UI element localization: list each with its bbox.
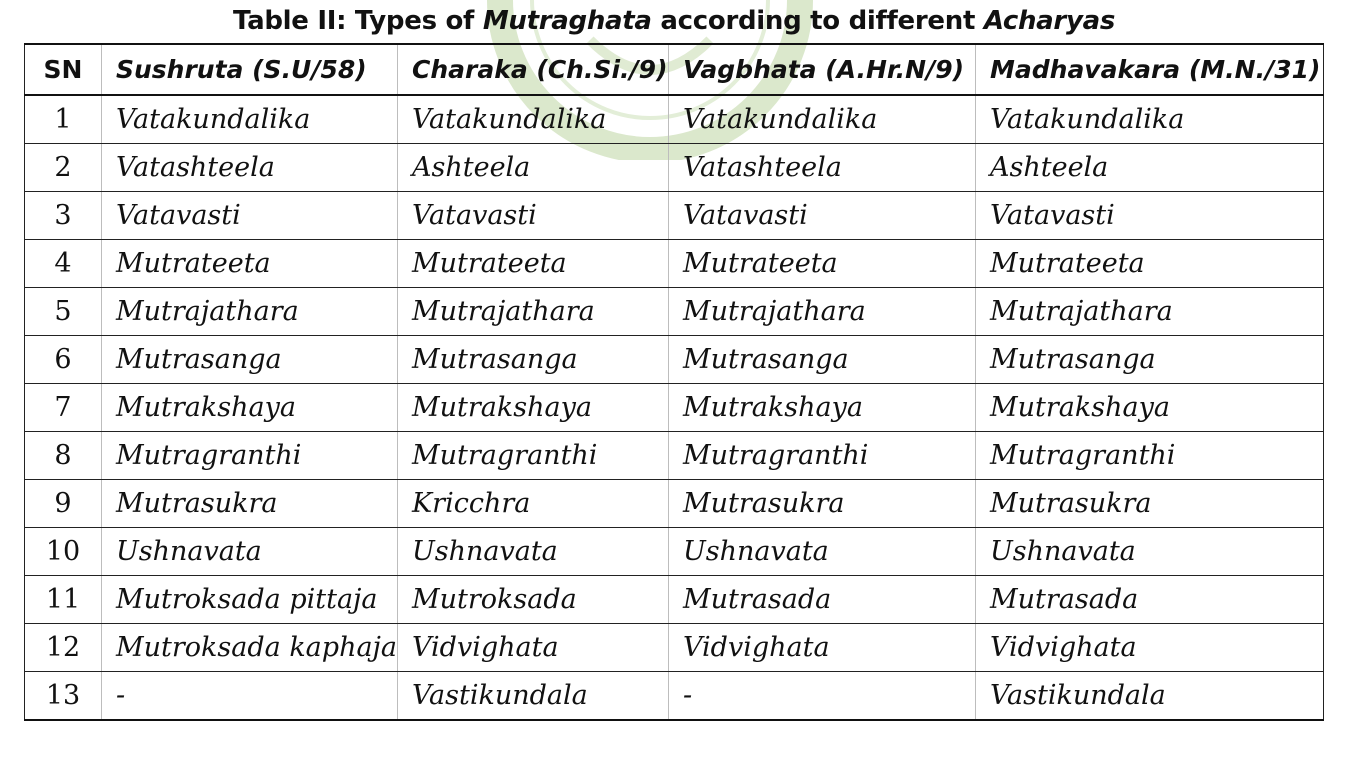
cell-sn: 6 (24, 335, 102, 384)
cell-sushruta: Mutrajathara (101, 287, 398, 336)
cell-sushruta: Vatavasti (101, 191, 398, 240)
cell-madhavakara: Mutrajathara (975, 287, 1324, 336)
title-part-2: Mutraghata (482, 6, 652, 36)
cell-charaka: Vatavasti (397, 191, 669, 240)
cell-madhavakara: Mutragranthi (975, 431, 1324, 480)
header-sn: SN (24, 43, 102, 96)
cell-madhavakara: Ushnavata (975, 527, 1324, 576)
cell-vagbhata: Vatashteela (668, 143, 976, 192)
cell-sn: 1 (24, 94, 102, 144)
cell-vagbhata: Vidvighata (668, 623, 976, 672)
cell-madhavakara: Vastikundala (975, 671, 1324, 721)
cell-madhavakara: Vatavasti (975, 191, 1324, 240)
cell-charaka: Vatakundalika (397, 94, 669, 144)
table-row: 10 Ushnavata Ushnavata Ushnavata Ushnavata (24, 527, 1324, 576)
cell-sushruta: Mutragranthi (101, 431, 398, 480)
cell-vagbhata: Ushnavata (668, 527, 976, 576)
cell-vagbhata: Mutragranthi (668, 431, 976, 480)
cell-sn: 2 (24, 143, 102, 192)
cell-sn: 12 (24, 623, 102, 672)
cell-vagbhata: Mutrasanga (668, 335, 976, 384)
cell-vagbhata: Vatavasti (668, 191, 976, 240)
cell-charaka: Mutrakshaya (397, 383, 669, 432)
cell-sn: 3 (24, 191, 102, 240)
cell-madhavakara: Mutrasukra (975, 479, 1324, 528)
cell-madhavakara: Vidvighata (975, 623, 1324, 672)
table-row: 7 Mutrakshaya Mutrakshaya Mutrakshaya Mutrak… (24, 383, 1324, 432)
cell-sn: 11 (24, 575, 102, 624)
cell-charaka: Ushnavata (397, 527, 669, 576)
table-row: 12 Mutroksada kaphaja Vidvighata Vidvighata… (24, 623, 1324, 672)
cell-madhavakara: Vatakundalika (975, 94, 1324, 144)
cell-madhavakara: Ashteela (975, 143, 1324, 192)
cell-sn: 4 (24, 239, 102, 288)
cell-sushruta: Vatakundalika (101, 94, 398, 144)
table-row: 2 Vatashteela Ashteela Vatashteela Ashteela (24, 143, 1324, 192)
cell-vagbhata: Mutrateeta (668, 239, 976, 288)
table-row: 3 Vatavasti Vatavasti Vatavasti Vatavasti (24, 191, 1324, 240)
cell-charaka: Mutrasanga (397, 335, 669, 384)
cell-charaka: Mutrajathara (397, 287, 669, 336)
cell-vagbhata: Mutrasada (668, 575, 976, 624)
cell-sushruta: - (101, 671, 398, 721)
cell-charaka: Ashteela (397, 143, 669, 192)
cell-sushruta: Mutroksada kaphaja (101, 623, 398, 672)
cell-charaka: Mutrateeta (397, 239, 669, 288)
table-row: 11 Mutroksada pittaja Mutroksada Mutrasada M… (24, 575, 1324, 624)
header-madhavakara: Madhavakara (M.N./31) (975, 43, 1324, 96)
cell-vagbhata: Mutrakshaya (668, 383, 976, 432)
table-row: 8 Mutragranthi Mutragranthi Mutragranthi Mut… (24, 431, 1324, 480)
cell-charaka: Mutragranthi (397, 431, 669, 480)
table-row: 13- Vastikundala - Vastikundala (24, 671, 1324, 721)
cell-madhavakara: Mutrakshaya (975, 383, 1324, 432)
cell-sushruta: Mutrasanga (101, 335, 398, 384)
header-vagbhata: Vagbhata (A.Hr.N/9) (668, 43, 976, 96)
cell-sushruta: Mutrakshaya (101, 383, 398, 432)
cell-sushruta: Vatashteela (101, 143, 398, 192)
mutraghata-types-table: SN Sushruta (S.U/58) Charaka (Ch.Si./9) … (24, 43, 1324, 721)
cell-sn: 10 (24, 527, 102, 576)
cell-vagbhata: - (668, 671, 976, 721)
cell-vagbhata: Vatakundalika (668, 94, 976, 144)
cell-charaka: Vastikundala (397, 671, 669, 721)
table-body: 1 Vatakundalika Vatakundalika Vatakundalika… (24, 94, 1324, 721)
cell-charaka: Vidvighata (397, 623, 669, 672)
title-part-3: according to different (651, 6, 984, 36)
table-row: 4 Mutrateeta Mutrateeta Mutrateeta Mutrateet… (24, 239, 1324, 288)
cell-sushruta: Mutrateeta (101, 239, 398, 288)
table-title: Table II: Types of Mutraghata according … (0, 2, 1348, 40)
cell-vagbhata: Mutrajathara (668, 287, 976, 336)
cell-sushruta: Mutrasukra (101, 479, 398, 528)
cell-vagbhata: Mutrasukra (668, 479, 976, 528)
title-part-4: Acharyas (983, 6, 1116, 36)
cell-charaka: Mutroksada (397, 575, 669, 624)
cell-sn: 7 (24, 383, 102, 432)
cell-sn: 9 (24, 479, 102, 528)
cell-sushruta: Ushnavata (101, 527, 398, 576)
cell-sn: 8 (24, 431, 102, 480)
header-sushruta: Sushruta (S.U/58) (101, 43, 398, 96)
table-header-row: SN Sushruta (S.U/58) Charaka (Ch.Si./9) … (24, 43, 1324, 96)
header-charaka: Charaka (Ch.Si./9) (397, 43, 669, 96)
table-row: 9 Mutrasukra Kricchra Mutrasukra Mutrasukra (24, 479, 1324, 528)
cell-charaka: Kricchra (397, 479, 669, 528)
cell-sn: 13 (24, 671, 102, 721)
cell-sushruta: Mutroksada pittaja (101, 575, 398, 624)
cell-madhavakara: Mutrasada (975, 575, 1324, 624)
cell-sn: 5 (24, 287, 102, 336)
table-row: 1 Vatakundalika Vatakundalika Vatakundalika… (24, 94, 1324, 144)
table-row: 5 Mutrajathara Mutrajathara Mutrajathara Mut… (24, 287, 1324, 336)
table-row: 6 Mutrasanga Mutrasanga Mutrasanga Mutrasang… (24, 335, 1324, 384)
cell-madhavakara: Mutrasanga (975, 335, 1324, 384)
title-part-1: Table II: Types of (232, 6, 483, 36)
cell-madhavakara: Mutrateeta (975, 239, 1324, 288)
